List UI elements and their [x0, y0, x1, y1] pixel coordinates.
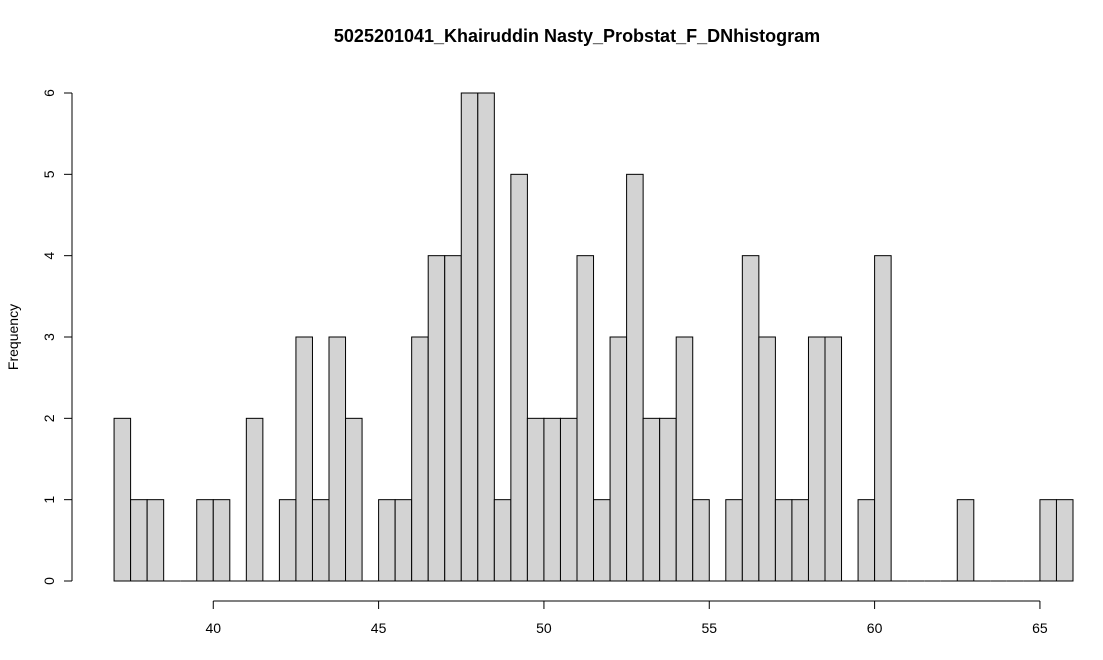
histogram-bar [1039, 499, 1057, 582]
histogram-bar [741, 255, 760, 582]
x-tick-label: 65 [1032, 620, 1048, 636]
histogram-bar [626, 173, 644, 582]
histogram-bar [460, 92, 479, 582]
x-tick-label: 45 [371, 620, 387, 636]
histogram-bar [857, 499, 876, 582]
histogram-bar [130, 499, 148, 582]
histogram-bar [113, 417, 132, 582]
histogram-bar [295, 336, 313, 582]
histogram-bar [774, 499, 793, 582]
histogram-bar [427, 255, 446, 582]
y-axis: 0 1 2 3 4 5 6 [41, 89, 73, 585]
histogram-bar [196, 499, 214, 582]
histogram-bar [758, 336, 776, 582]
histogram-bar [791, 499, 809, 582]
histogram-bar [1055, 499, 1074, 582]
histogram-bar [609, 336, 628, 582]
histogram-bar [642, 417, 661, 582]
histogram-bar [378, 499, 396, 582]
histogram-bar [659, 417, 677, 582]
histogram-bar [444, 255, 462, 582]
bars-group [113, 92, 1074, 582]
histogram-bar [477, 92, 495, 582]
histogram-bar [394, 499, 413, 582]
histogram-bar [956, 499, 975, 582]
y-tick-label: 0 [41, 577, 57, 585]
x-tick-label: 50 [536, 620, 552, 636]
chart-title: 5025201041_Khairuddin Nasty_Probstat_F_D… [334, 26, 820, 46]
y-tick-label: 2 [41, 414, 57, 422]
x-axis: 40 45 50 55 60 65 [205, 600, 1048, 636]
histogram-bar [593, 499, 611, 582]
histogram-bar [576, 255, 595, 582]
histogram-bar [146, 499, 165, 582]
histogram-bar [692, 499, 710, 582]
y-tick-label: 4 [41, 252, 57, 260]
y-tick-label: 3 [41, 333, 57, 341]
histogram-bar [874, 255, 892, 582]
histogram-bar [345, 417, 363, 582]
histogram-bar [278, 499, 297, 582]
x-tick-label: 55 [701, 620, 717, 636]
histogram-bar [675, 336, 694, 582]
histogram-bar [543, 417, 561, 582]
histogram-bar [411, 336, 429, 582]
x-tick-label: 60 [867, 620, 883, 636]
y-tick-label: 6 [41, 89, 57, 97]
histogram-bar [245, 417, 264, 582]
y-axis-title: Frequency [5, 304, 21, 370]
histogram-bar [526, 417, 545, 582]
histogram-bar [807, 336, 826, 582]
histogram-bar [212, 499, 231, 582]
histogram-bar [510, 173, 528, 582]
histogram-bar [493, 499, 512, 582]
histogram-bar [824, 336, 843, 582]
histogram-bar [725, 499, 743, 582]
histogram-bar [328, 336, 347, 582]
y-tick-label: 1 [41, 496, 57, 504]
histogram-bar [559, 417, 578, 582]
histogram-bar [311, 499, 330, 582]
y-tick-label: 5 [41, 170, 57, 178]
x-tick-label: 40 [205, 620, 221, 636]
